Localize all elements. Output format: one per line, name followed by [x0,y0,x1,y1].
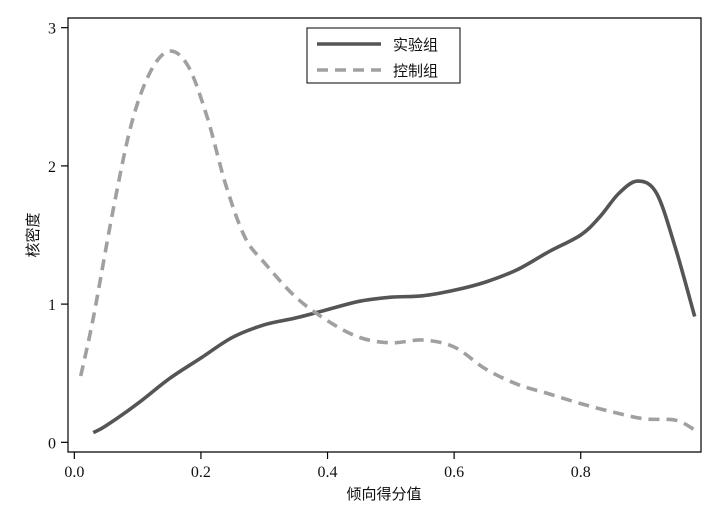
y-axis-title: 核密度 [24,212,42,257]
x-tick-label: 0.2 [191,464,211,481]
x-tick-label: 0.8 [571,464,591,481]
y-axis: 0 1 2 3 [48,21,68,452]
x-tick-label: 0.4 [318,464,338,481]
x-tick-label: 0.0 [64,464,84,481]
x-axis: 0.0 0.2 0.4 0.6 0.8 [64,452,591,481]
y-tick-label: 1 [48,297,56,314]
y-tick-label: 2 [48,159,56,176]
y-tick-label: 0 [48,435,56,452]
y-tick-label: 3 [48,21,56,38]
x-tick-label: 0.6 [444,464,464,481]
legend-box [306,27,461,84]
plot-frame [67,17,702,453]
series-line-treatment [92,179,697,435]
plot-area [67,17,702,453]
legend-label-control: 控制组 [393,62,438,80]
legend-label-treatment: 实验组 [393,36,438,54]
series-line-control [78,49,696,432]
series-layer [78,49,697,435]
legend: 实验组 控制组 [306,27,461,84]
x-axis-title: 倾向得分值 [346,485,421,503]
